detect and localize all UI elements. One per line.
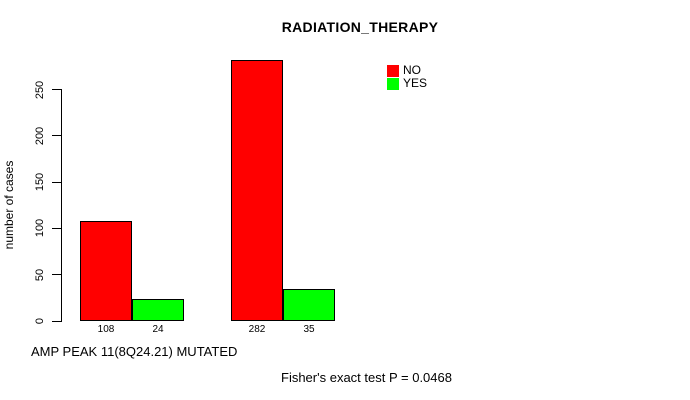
legend-swatch-yes [387, 77, 399, 90]
bar-no-2 [231, 60, 283, 321]
bar-count-label: 35 [303, 324, 315, 335]
y-tick-label: 0 [34, 317, 46, 325]
y-tick-label: 50 [34, 268, 46, 281]
y-tick-label: 150 [34, 172, 46, 192]
bar-count-label: 282 [248, 324, 266, 335]
y-tick-mark [52, 227, 62, 229]
y-tick-label: 100 [34, 219, 46, 238]
y-tick-mark [52, 89, 62, 90]
bar-yes-1 [132, 299, 184, 321]
y-tick-label: 250 [34, 80, 46, 99]
chart-title: RADIATION_THERAPY [281, 19, 439, 35]
bar-count-label: 24 [152, 324, 164, 335]
y-axis-title: number of cases [2, 160, 16, 250]
fisher-test-annotation: Fisher's exact test P = 0.0468 [281, 370, 452, 385]
bar-yes-2 [283, 289, 335, 321]
y-tick-mark [52, 181, 62, 183]
bar-no-1 [80, 221, 132, 321]
legend-item-yes: YES [387, 77, 427, 90]
y-tick-mark [52, 274, 62, 276]
bar-count-label: 108 [97, 324, 115, 335]
y-tick-mark [52, 320, 62, 322]
y-tick-label: 200 [34, 126, 46, 145]
legend-label: NO [403, 63, 421, 77]
legend: NO YES [387, 64, 427, 90]
legend-label: YES [403, 76, 428, 90]
x-axis-title: AMP PEAK 11(8Q24.21) MUTATED [31, 344, 238, 359]
legend-item-no: NO [387, 64, 427, 77]
legend-swatch-no [387, 64, 399, 77]
y-tick-mark [52, 135, 62, 137]
y-axis-line [61, 89, 62, 322]
